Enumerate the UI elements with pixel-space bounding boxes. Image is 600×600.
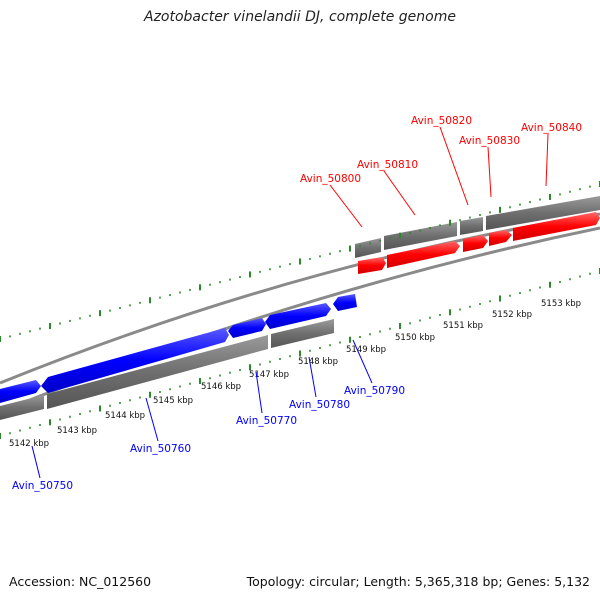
- kbp-label: 5145 kbp: [153, 396, 193, 406]
- reverse-grey-bar: [271, 319, 334, 348]
- kbp-label: 5148 kbp: [298, 357, 338, 367]
- forward-gene-arrow: [489, 230, 512, 246]
- forward-grey-bar: [486, 196, 600, 230]
- kbp-scale: 5142 kbp 5143 kbp 5144 kbp 5145 kbp 5146 kbp…: [9, 299, 581, 449]
- kbp-label: 5152 kbp: [492, 310, 532, 320]
- kbp-label: 5153 kbp: [541, 299, 581, 309]
- gene-leader-line: [383, 170, 416, 216]
- summary-text: Topology: circular; Length: 5,365,318 bp…: [246, 574, 590, 589]
- kbp-label: 5143 kbp: [57, 426, 97, 436]
- reverse-gene-arrow: [0, 380, 41, 403]
- kbp-label: 5150 kbp: [395, 333, 435, 343]
- gene-leader-line: [255, 371, 263, 414]
- gene-leader-line: [145, 397, 159, 442]
- gene-label: Avin_50760: [130, 443, 191, 455]
- forward-grey-bar: [384, 222, 457, 250]
- reverse-grey-bar: [47, 335, 268, 409]
- gene-leader-line: [545, 133, 549, 187]
- reverse-track: [0, 294, 357, 420]
- reverse-grey-bar: [0, 395, 44, 420]
- forward-gene-arrow: [358, 257, 386, 274]
- gene-leader-line: [352, 339, 373, 384]
- map-title: Azotobacter vinelandii DJ, complete geno…: [144, 9, 456, 25]
- forward-gene-arrow: [387, 241, 460, 268]
- gene-leader-line: [31, 445, 41, 479]
- gene-label: Avin_50830: [459, 135, 520, 147]
- gene-label: Avin_50750: [12, 480, 73, 492]
- accession-text: Accession: NC_012560: [9, 574, 152, 589]
- gene-leader-line: [487, 146, 492, 198]
- gene-label: Avin_50790: [344, 385, 405, 397]
- gene-leader-line: [439, 126, 469, 206]
- forward-gene-arrow: [463, 235, 488, 252]
- gene-label: Avin_50770: [236, 415, 297, 427]
- reverse-gene-arrow: [228, 318, 266, 338]
- kbp-label: 5144 kbp: [105, 411, 145, 421]
- forward-grey-bar: [460, 217, 483, 235]
- kbp-label: 5147 kbp: [249, 370, 289, 380]
- gene-label: Avin_50820: [411, 115, 472, 127]
- forward-grey-bar: [355, 238, 381, 258]
- kbp-label: 5146 kbp: [201, 382, 241, 392]
- kbp-label: 5149 kbp: [346, 345, 386, 355]
- gene-labels: Avin_50800 Avin_50810 Avin_50820 Avin_50830…: [12, 115, 582, 492]
- kbp-label: 5142 kbp: [9, 439, 49, 449]
- gene-label: Avin_50800: [300, 173, 361, 185]
- gene-label: Avin_50810: [357, 159, 418, 171]
- gene-label: Avin_50780: [289, 399, 350, 411]
- gene-leader-line: [329, 184, 363, 228]
- gene-leader-line: [308, 356, 317, 398]
- reverse-gene-arrow: [333, 294, 357, 311]
- kbp-label: 5151 kbp: [443, 321, 483, 331]
- reverse-gene-arrow: [41, 328, 229, 393]
- forward-track: [355, 196, 600, 274]
- gene-label: Avin_50840: [521, 122, 582, 134]
- forward-gene-arrow: [513, 212, 600, 241]
- tick-marks: [0, 181, 600, 439]
- reverse-gene-arrow: [265, 303, 331, 329]
